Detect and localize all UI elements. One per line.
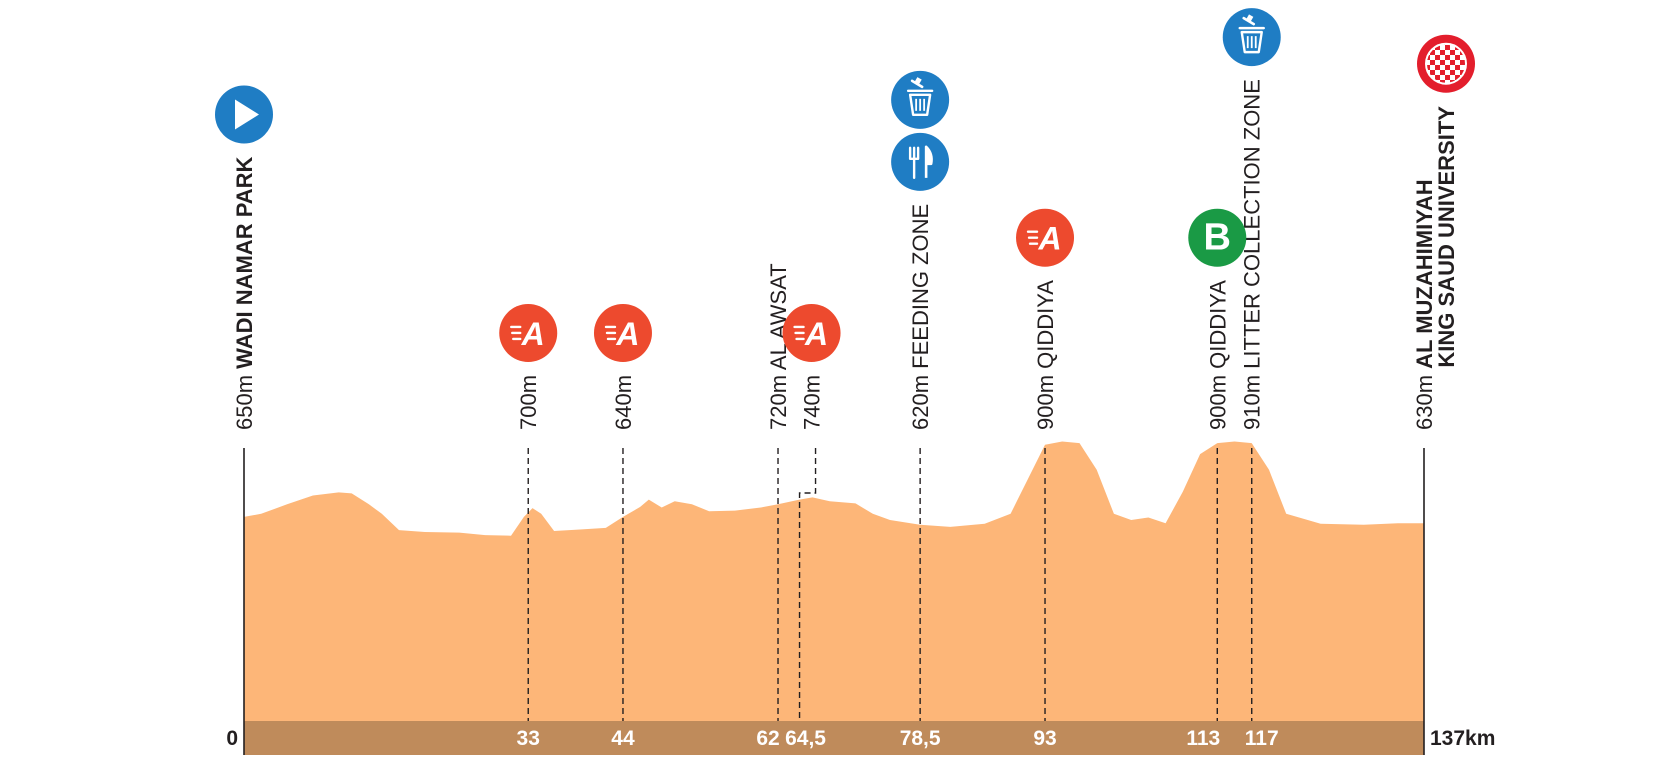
location-labels: 650m WADI NAMAR PARK 700m 640m 720m AL AW… <box>232 79 1459 430</box>
elevation-label: 620m <box>908 369 933 430</box>
place-name: WADI NAMAR PARK <box>232 156 257 368</box>
svg-text:A: A <box>1037 221 1061 257</box>
distance-tick-qiddiya: 113 <box>1186 727 1220 750</box>
svg-text:B: B <box>1204 217 1231 259</box>
place-name: QIDDIYA <box>1033 280 1058 369</box>
location-label-km-33: 700m <box>516 375 541 430</box>
elevation-label: 630m <box>1412 369 1437 430</box>
elevation-label: 650m <box>232 369 257 430</box>
start-icon <box>215 85 273 144</box>
elevation-label: 900m <box>1205 369 1230 430</box>
distance-tick-al-awsat: 62 <box>756 727 779 750</box>
place-name: KING SAUD UNIVERSITY <box>1434 106 1459 368</box>
location-label-qiddiya: 900m QIDDIYA <box>1033 280 1058 430</box>
place-name: AL AWSAT <box>766 263 791 370</box>
marker-line-km-64-5 <box>798 448 817 721</box>
distance-tick-km-33: 33 <box>517 727 540 750</box>
finish-icon <box>1417 34 1475 93</box>
location-label-king-saud-university: 630m KING SAUD UNIVERSITY <box>1434 106 1459 430</box>
place-name: LITTER COLLECTION ZONE <box>1240 79 1265 369</box>
marker-lines <box>527 448 1253 721</box>
distance-tick-km-64-5: 64,5 <box>785 727 826 750</box>
place-name: AL MUZAHIMIYAH <box>1412 179 1437 368</box>
bonus-sprint-icon: B <box>1188 208 1247 267</box>
distance-tick-feeding-zone: 78,5 <box>900 727 941 750</box>
location-label-km-64-5: 740m <box>800 375 825 430</box>
distance-tick-km-44: 44 <box>611 727 635 750</box>
elevation-label: 910m <box>1240 369 1265 430</box>
svg-text:A: A <box>804 316 828 352</box>
location-label-al-awsat: 720m AL AWSAT <box>766 263 791 430</box>
location-label-al-muzahimiyah: 630m AL MUZAHIMIYAH <box>1412 179 1437 430</box>
location-label-wadi-namar-park: 650m WADI NAMAR PARK <box>232 156 257 430</box>
svg-text:A: A <box>521 316 545 352</box>
elevation-label: 640m <box>611 375 636 430</box>
litter-icon <box>891 70 950 129</box>
feed-icon <box>891 132 950 191</box>
location-label-feeding-zone: 620m FEEDING ZONE <box>908 204 933 430</box>
distance-band <box>244 721 1424 755</box>
location-label-qiddiya: 900m QIDDIYA <box>1205 280 1230 430</box>
elevation-label: 900m <box>1033 369 1058 430</box>
end-km-label: 137km <box>1430 727 1495 750</box>
place-name: FEEDING ZONE <box>908 204 933 369</box>
elevation-label: 700m <box>516 375 541 430</box>
location-label-km-44: 640m <box>611 375 636 430</box>
distance-tick-litter-collection-zone: 117 <box>1245 727 1279 750</box>
intermediate-sprint-icon: A <box>782 303 841 362</box>
location-label-litter-collection-zone: 910m LITTER COLLECTION ZONE <box>1240 79 1265 430</box>
svg-text:A: A <box>615 316 639 352</box>
litter-icon <box>1222 8 1281 67</box>
place-name: QIDDIYA <box>1205 280 1230 369</box>
intermediate-sprint-icon: A <box>1016 208 1075 267</box>
label-spacer: 630m <box>1434 368 1459 430</box>
elevation-label: 740m <box>800 375 825 430</box>
elevation-label: 720m <box>766 370 791 430</box>
intermediate-sprint-icon: A <box>593 303 652 362</box>
stage-icons: A A A A B <box>215 8 1475 362</box>
start-km-label: 0 <box>226 727 238 750</box>
distance-tick-labels: 33 44 62 64,5 78,5 93 113 117 <box>517 727 1279 750</box>
elevation-profile-area <box>244 441 1424 721</box>
distance-tick-qiddiya: 93 <box>1033 727 1056 750</box>
intermediate-sprint-icon: A <box>499 303 558 362</box>
